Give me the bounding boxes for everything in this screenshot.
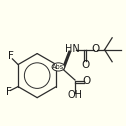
Text: HN: HN — [65, 44, 80, 54]
Text: F: F — [6, 87, 12, 97]
Text: O: O — [83, 76, 91, 86]
Text: O: O — [92, 44, 100, 54]
Text: F: F — [8, 51, 14, 61]
Text: Abs: Abs — [52, 64, 65, 70]
Ellipse shape — [52, 63, 65, 71]
Text: O: O — [82, 60, 90, 70]
Text: OH: OH — [67, 90, 83, 100]
